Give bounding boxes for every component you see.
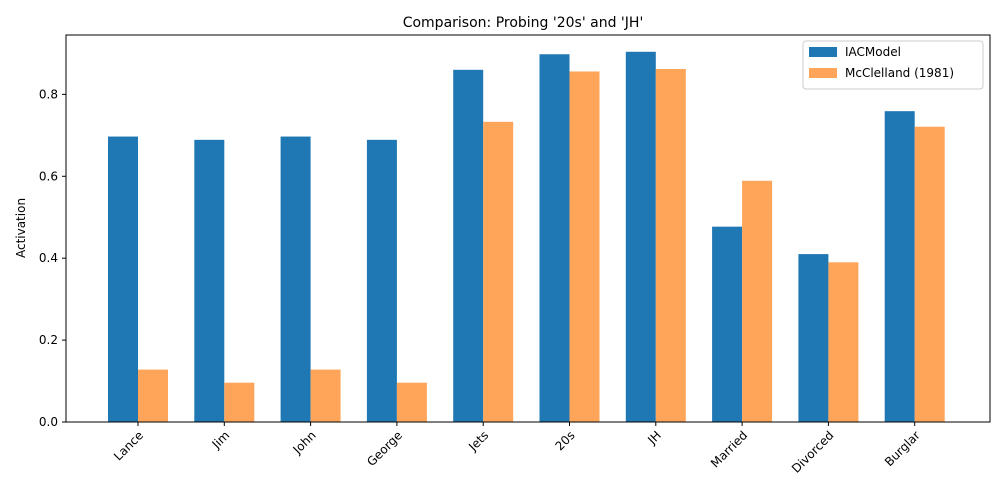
legend-swatch-0 xyxy=(809,47,837,57)
series-1 xyxy=(138,68,945,423)
bar-0-3 xyxy=(366,139,397,422)
plot-frame xyxy=(65,34,991,423)
x-tick-label-0: Lance xyxy=(111,428,146,463)
bar-1-2 xyxy=(310,369,341,422)
bar-0-7 xyxy=(712,226,743,422)
bar-1-7 xyxy=(742,180,773,422)
legend: IACModel McClelland (1981) xyxy=(802,40,984,90)
bar-1-5 xyxy=(569,71,600,422)
y-tick-label-0: 0.0 xyxy=(39,415,58,429)
bar-1-8 xyxy=(828,262,859,422)
legend-box xyxy=(802,40,984,90)
bars-layer xyxy=(108,51,945,423)
x-tick-label-6: JH xyxy=(644,428,663,447)
x-tick-label-9: Burglar xyxy=(882,428,923,469)
bar-1-1 xyxy=(224,382,255,422)
y-tick-label-1: 0.2 xyxy=(39,333,58,347)
bar-1-0 xyxy=(138,369,168,422)
x-tick-label-8: Divorced xyxy=(789,428,837,476)
y-tick-label-2: 0.4 xyxy=(39,251,58,265)
bar-1-4 xyxy=(483,121,514,422)
bar-0-5 xyxy=(539,54,570,422)
bar-1-3 xyxy=(396,382,427,422)
legend-label-1: McClelland (1981) xyxy=(845,66,954,80)
x-tick-label-5: 20s xyxy=(552,428,577,453)
x-tick-label-1: Jim xyxy=(209,428,233,452)
bar-0-0 xyxy=(108,136,138,422)
y-tick-label-3: 0.6 xyxy=(39,169,58,183)
bar-0-4 xyxy=(453,69,484,422)
bar-1-6 xyxy=(655,68,686,423)
y-tick-label-4: 0.8 xyxy=(39,87,58,101)
bar-0-8 xyxy=(798,254,829,422)
y-axis-title: Activation xyxy=(14,198,28,258)
legend-label-0: IACModel xyxy=(845,45,901,59)
bar-0-1 xyxy=(194,139,225,422)
legend-swatch-1 xyxy=(809,68,837,78)
bar-0-2 xyxy=(280,136,311,422)
chart-title: Comparison: Probing '20s' and 'JH' xyxy=(403,15,644,31)
bar-0-9 xyxy=(884,111,915,423)
x-tick-label-3: George xyxy=(364,428,405,469)
x-tick-label-7: Married xyxy=(708,428,750,470)
x-tick-label-4: Jets xyxy=(465,428,491,454)
bar-1-9 xyxy=(914,126,945,422)
series-0 xyxy=(108,51,915,423)
x-tick-label-2: John xyxy=(290,428,319,457)
bar-0-6 xyxy=(625,51,656,422)
